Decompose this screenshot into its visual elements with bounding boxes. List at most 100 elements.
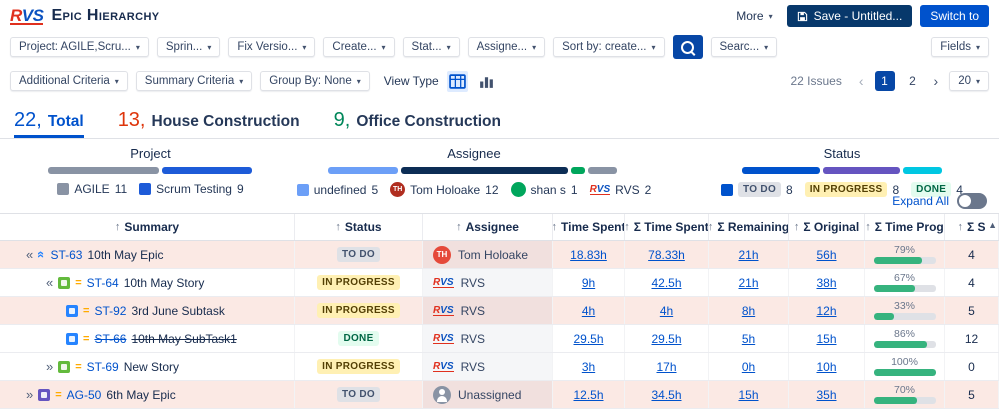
search-more-filter[interactable]: Searc... ▾ bbox=[710, 37, 778, 57]
search-button[interactable] bbox=[672, 35, 703, 59]
collapse-icon[interactable]: « bbox=[46, 275, 54, 290]
tab-house-construction[interactable]: 13, House Construction bbox=[118, 109, 300, 138]
time-spent-link[interactable]: 4h bbox=[581, 303, 596, 318]
tab-total[interactable]: 22, Total bbox=[14, 109, 84, 138]
total-original-link[interactable]: 56h bbox=[816, 247, 837, 262]
total-remaining-link[interactable]: 0h bbox=[741, 359, 756, 374]
chart-view-button[interactable] bbox=[476, 71, 497, 92]
prev-page-button[interactable]: ‹ bbox=[856, 73, 867, 89]
status-filter[interactable]: Stat... ▾ bbox=[402, 37, 460, 57]
assignee-filter[interactable]: Assigne... ▾ bbox=[467, 37, 546, 57]
table-row[interactable]: « = ST-64 10th May Story IN PROGRESS RVS… bbox=[0, 269, 999, 297]
legend-item-scrum-testing[interactable]: Scrum Testing 9 bbox=[139, 182, 244, 196]
sort-arrow-icon: ↑ bbox=[114, 221, 121, 233]
legend-item-done[interactable]: DONE 4 bbox=[911, 182, 963, 197]
time-spent-link[interactable]: 9h bbox=[581, 275, 596, 290]
total-remaining-link[interactable]: 5h bbox=[741, 331, 756, 346]
total-time-spent-link[interactable]: 29.5h bbox=[651, 331, 682, 346]
total-remaining-link[interactable]: 15h bbox=[738, 387, 759, 402]
assignee-name: Tom Holoake bbox=[458, 247, 529, 262]
col-assignee[interactable]: ↑ Assignee bbox=[423, 214, 553, 240]
legend-item-inprogress[interactable]: IN PROGRESS 8 bbox=[804, 182, 899, 197]
sprint-filter[interactable]: Sprin... ▾ bbox=[156, 37, 221, 57]
col-status[interactable]: ↑ Status bbox=[295, 214, 423, 240]
status-filter-label: Stat... bbox=[411, 41, 442, 53]
legend-item-agile[interactable]: AGILE 11 bbox=[57, 182, 127, 196]
total-original-link[interactable]: 15h bbox=[816, 331, 837, 346]
page-2-button[interactable]: 2 bbox=[903, 71, 923, 91]
issue-key-link[interactable]: ST-92 bbox=[94, 303, 127, 318]
total-time-spent-link[interactable]: 78.33h bbox=[648, 247, 685, 262]
issue-key-link[interactable]: AG-50 bbox=[66, 387, 102, 402]
project-filter[interactable]: Project: AGILE,Scru... ▾ bbox=[10, 37, 149, 57]
sort-by-filter[interactable]: Sort by: create... ▾ bbox=[553, 37, 665, 57]
tab-office-construction[interactable]: 9, Office Construction bbox=[334, 109, 501, 138]
assignee-name: RVS bbox=[460, 359, 486, 374]
column-label: Σ Time Prog bbox=[874, 220, 944, 234]
fix-version-filter[interactable]: Fix Versio... ▾ bbox=[228, 37, 316, 57]
additional-criteria-button[interactable]: Additional Criteria ▾ bbox=[10, 71, 128, 91]
legend-item-undefined[interactable]: undefined 5 bbox=[296, 183, 378, 197]
status-badge: TO DO bbox=[337, 387, 380, 402]
assignee-filter-label: Assigne... bbox=[476, 41, 528, 53]
issue-key-link[interactable]: ST-69 bbox=[86, 359, 119, 374]
total-time-spent-link[interactable]: 34.5h bbox=[651, 387, 682, 402]
issue-key-link[interactable]: ST-64 bbox=[86, 275, 119, 290]
chevron-down-icon: ▾ bbox=[135, 42, 140, 52]
total-remaining-link[interactable]: 21h bbox=[738, 247, 759, 262]
issue-key-link[interactable]: ST-63 bbox=[50, 247, 83, 262]
col-total-original[interactable]: ↑ Σ Original bbox=[789, 214, 865, 240]
page-size-value: 20 bbox=[958, 75, 971, 87]
legend-item-shan-s[interactable]: shan s 1 bbox=[510, 182, 578, 197]
total-time-spent-link[interactable]: 17h bbox=[656, 359, 677, 374]
time-spent-link[interactable]: 3h bbox=[581, 359, 596, 374]
col-total-remaining[interactable]: ↑ Σ Remaining bbox=[709, 214, 789, 240]
total-remaining-link[interactable]: 21h bbox=[738, 275, 759, 290]
total-original-link[interactable]: 38h bbox=[816, 275, 837, 290]
issue-key-link[interactable]: ST-66 bbox=[94, 331, 127, 346]
story-icon bbox=[58, 276, 71, 289]
page-1-button[interactable]: 1 bbox=[874, 71, 895, 91]
legend-item-tom-holoake[interactable]: TH Tom Holoake 12 bbox=[390, 182, 499, 197]
more-button[interactable]: More ▾ bbox=[730, 8, 778, 24]
additional-criteria-label: Additional Criteria bbox=[19, 75, 110, 87]
total-time-spent-link[interactable]: 42.5h bbox=[651, 275, 682, 290]
expand-all-toggle[interactable] bbox=[957, 193, 987, 209]
col-time-spent[interactable]: ↑ Time Spent bbox=[553, 214, 625, 240]
total-original-link[interactable]: 35h bbox=[816, 387, 837, 402]
total-time-spent-link[interactable]: 4h bbox=[659, 303, 674, 318]
scrollbar-up-arrow[interactable]: ▲ bbox=[988, 220, 997, 230]
table-row[interactable]: » = ST-69 New Story IN PROGRESS RVS RVS 3… bbox=[0, 353, 999, 381]
switch-to-button[interactable]: Switch to bbox=[920, 5, 989, 27]
total-original-link[interactable]: 10h bbox=[816, 359, 837, 374]
expand-icon[interactable]: » bbox=[26, 387, 34, 402]
table-row[interactable]: = ST-92 3rd June Subtask IN PROGRESS RVS… bbox=[0, 297, 999, 325]
fields-button[interactable]: Fields ▾ bbox=[931, 37, 989, 57]
total-remaining-link[interactable]: 8h bbox=[741, 303, 756, 318]
col-time-progress[interactable]: ↑ Σ Time Prog bbox=[865, 214, 945, 240]
legend-item-todo[interactable]: TO DO 8 bbox=[721, 182, 793, 197]
col-summary[interactable]: ↑ Summary bbox=[0, 214, 295, 240]
created-filter[interactable]: Create... ▾ bbox=[323, 37, 395, 57]
total-original-link[interactable]: 12h bbox=[816, 303, 837, 318]
time-spent-link[interactable]: 12.5h bbox=[573, 387, 604, 402]
summary-tabs: 22, Total 13, House Construction 9, Offi… bbox=[0, 98, 999, 139]
col-total-time-spent[interactable]: ↑Σ Time Spent bbox=[625, 214, 709, 240]
grid-view-button[interactable] bbox=[446, 70, 468, 92]
assignee-legend-title: Assignee bbox=[447, 146, 501, 161]
sort-arrow-icon: ↑ bbox=[793, 221, 800, 233]
save-button[interactable]: Save - Untitled... bbox=[786, 5, 913, 27]
time-spent-link[interactable]: 18.83h bbox=[570, 247, 607, 262]
table-row[interactable]: « « ST-63 10th May Epic TO DO TH Tom Holo… bbox=[0, 241, 999, 269]
expand-icon[interactable]: » bbox=[46, 359, 54, 374]
table-row[interactable]: » = AG-50 6th May Epic TO DO Unassigned … bbox=[0, 381, 999, 409]
collapse-icon[interactable]: « bbox=[26, 247, 34, 262]
time-spent-link[interactable]: 29.5h bbox=[573, 331, 604, 346]
table-row[interactable]: = ST-66 10th May SubTask1 DONE RVS RVS 29… bbox=[0, 325, 999, 353]
expand-all-link[interactable]: Expand All bbox=[892, 194, 949, 208]
summary-criteria-button[interactable]: Summary Criteria ▾ bbox=[135, 71, 253, 91]
group-by-button[interactable]: Group By: None ▾ bbox=[260, 71, 370, 91]
legend-item-rvs[interactable]: RVS RVS 2 bbox=[589, 183, 651, 197]
next-page-button[interactable]: › bbox=[931, 73, 942, 89]
page-size-select[interactable]: 20 ▾ bbox=[949, 71, 989, 91]
